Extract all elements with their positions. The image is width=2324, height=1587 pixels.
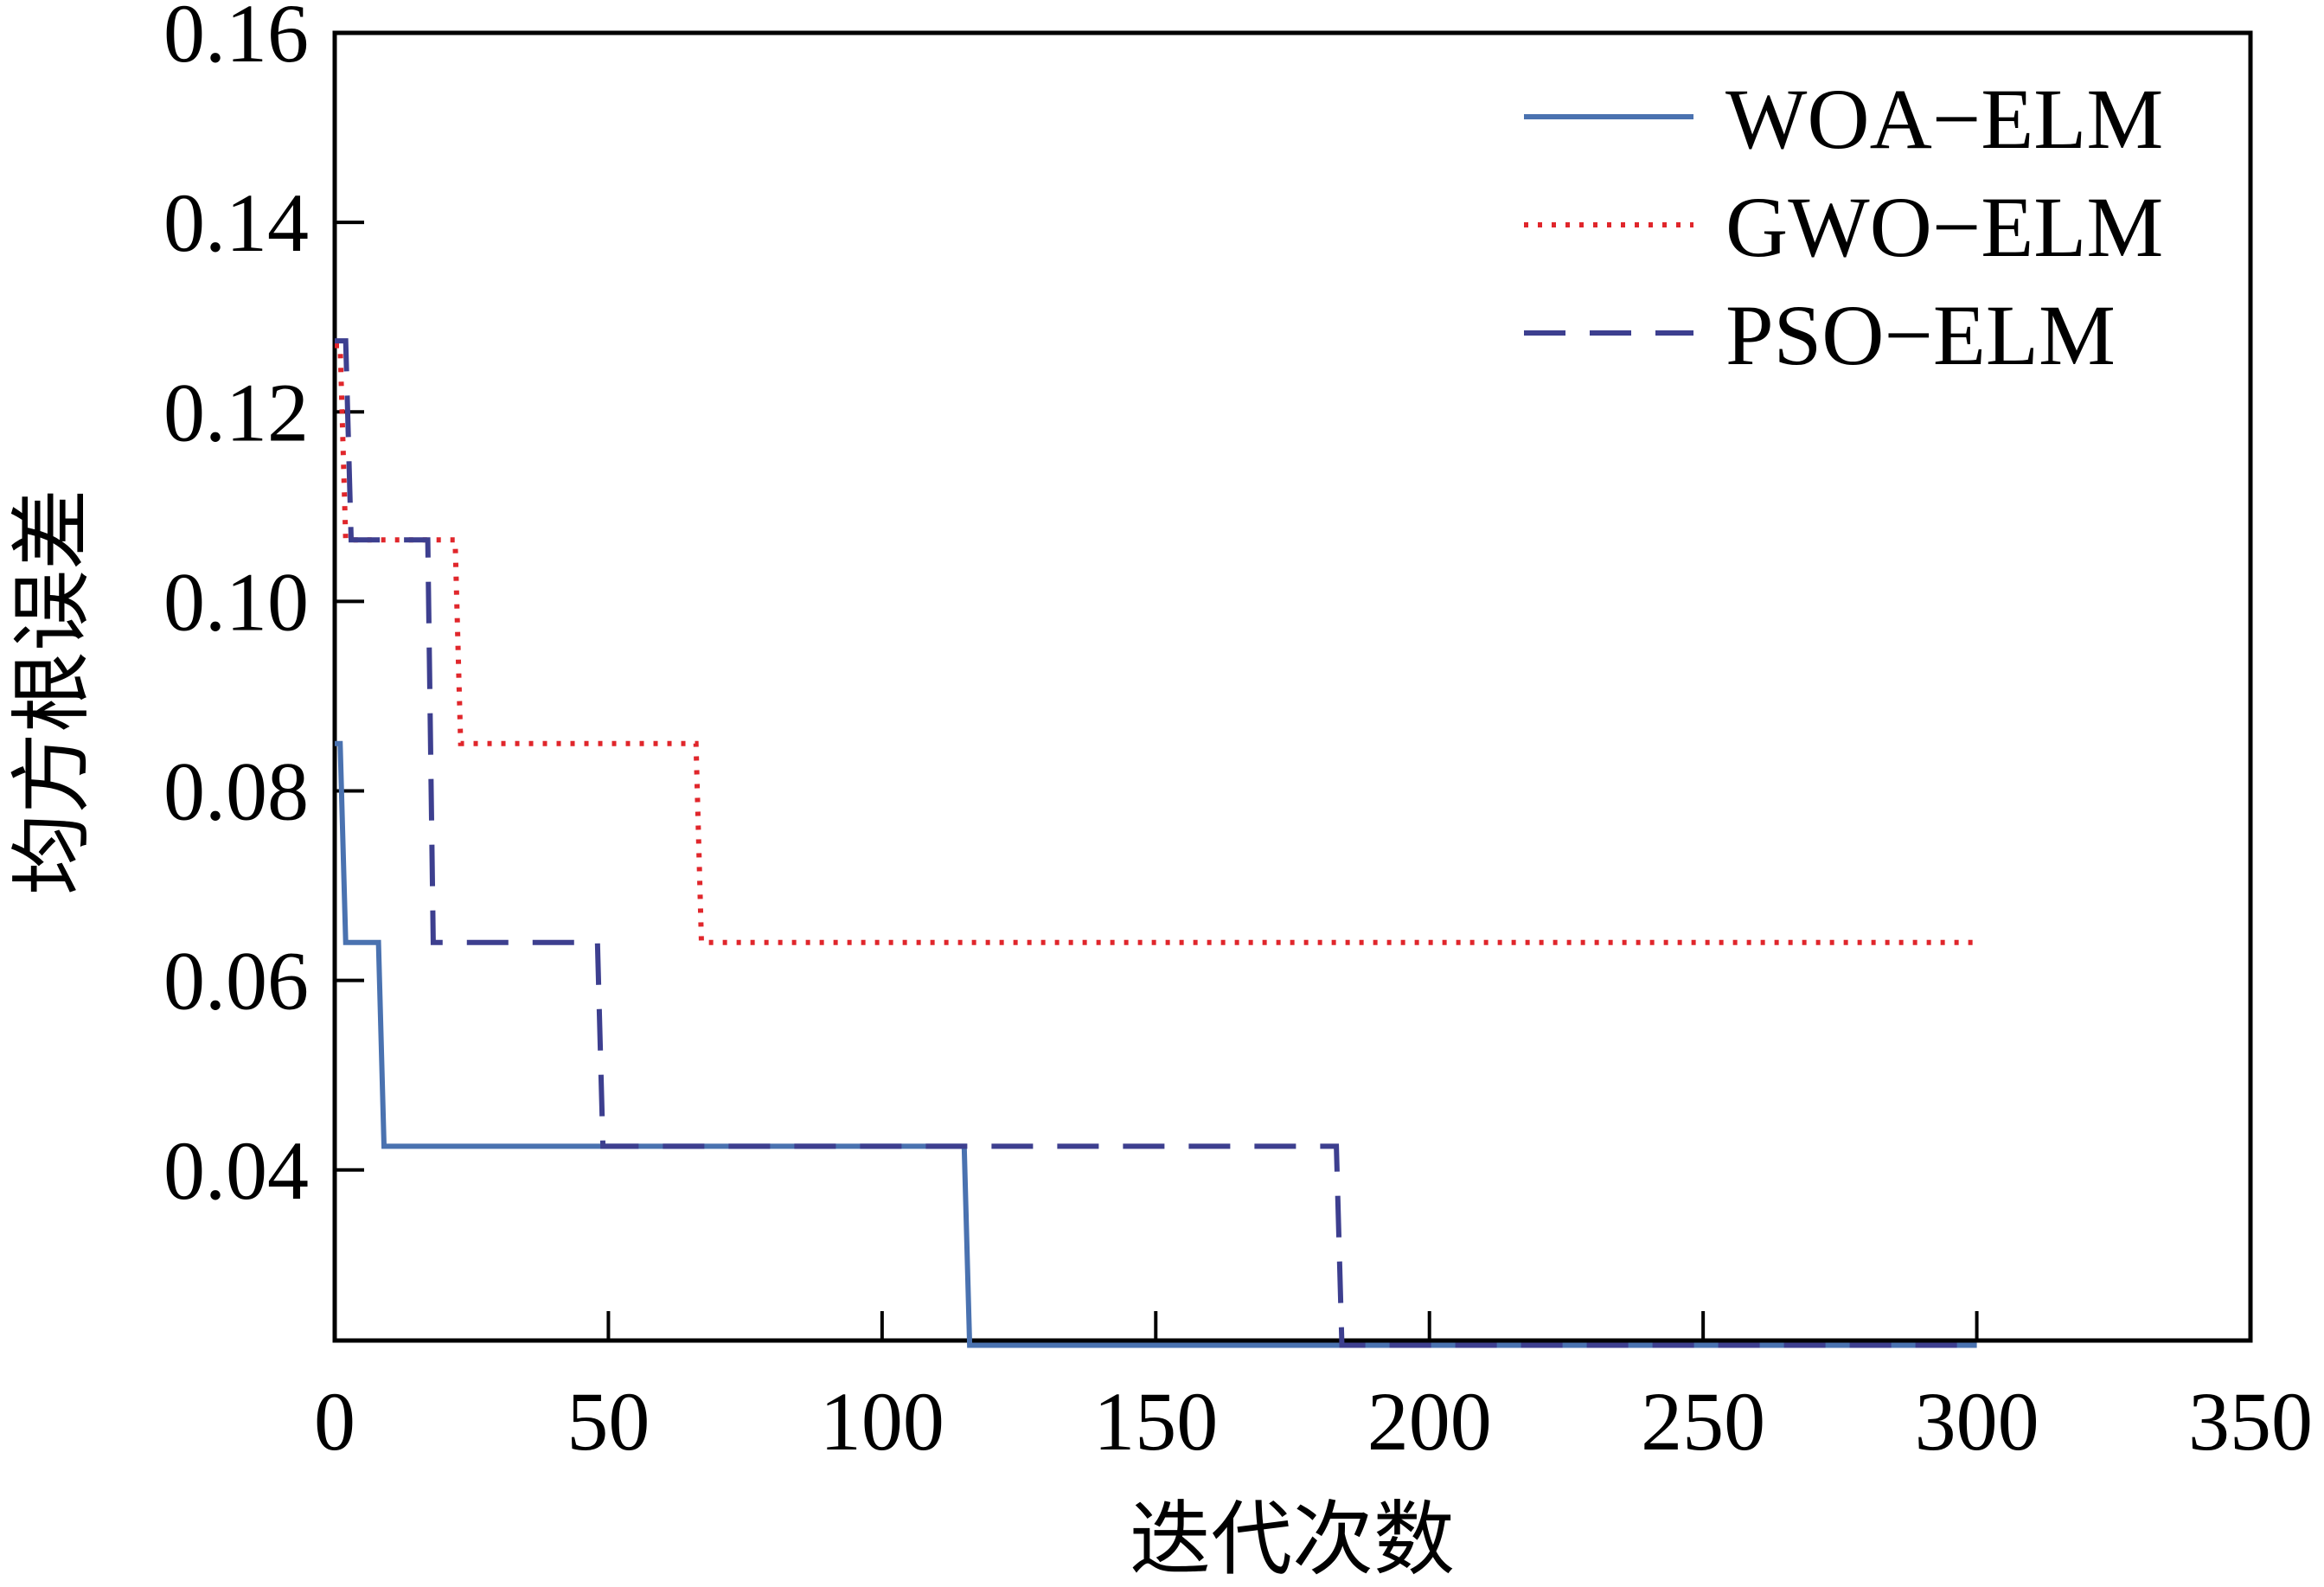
y-tick-label: 0.12 <box>163 366 309 458</box>
x-tick-label: 250 <box>1641 1375 1765 1468</box>
series-line-0 <box>335 740 1977 1348</box>
y-tick-label: 0.10 <box>163 555 309 648</box>
axis-ticks: 0 50 100 150 200 250 300 350 0.04 0.06 0.08 0.10 0.1… <box>163 0 2313 1468</box>
x-tick-label: 200 <box>1367 1375 1492 1468</box>
x-tick-label: 350 <box>2188 1375 2313 1468</box>
series-lines <box>335 338 1977 1348</box>
x-tick-label: 50 <box>567 1375 650 1468</box>
series-line-1 <box>335 342 1977 945</box>
x-tick-label: 100 <box>820 1375 944 1468</box>
legend: WOA−ELM GWO−ELM PSO−ELM <box>1524 71 2163 383</box>
y-tick-label: 0.16 <box>163 0 309 80</box>
plot-frame <box>332 30 2253 1343</box>
legend-label-0: WOA−ELM <box>1725 71 2163 167</box>
y-tick-label: 0.14 <box>163 176 309 269</box>
y-axis-label: 均方根误差 <box>5 489 99 895</box>
y-tick-label: 0.04 <box>163 1124 309 1217</box>
x-axis-label: 迭代次数 <box>1130 1493 1455 1587</box>
x-tick-label: 150 <box>1093 1375 1218 1468</box>
y-tick-label: 0.06 <box>163 935 309 1027</box>
y-tick-label: 0.08 <box>163 746 309 838</box>
legend-label-2: PSO−ELM <box>1725 287 2116 383</box>
legend-label-1: GWO−ELM <box>1725 179 2163 275</box>
x-tick-label: 300 <box>1915 1375 2039 1468</box>
x-tick-label: 0 <box>314 1375 355 1468</box>
series-line-2 <box>335 338 1977 1348</box>
